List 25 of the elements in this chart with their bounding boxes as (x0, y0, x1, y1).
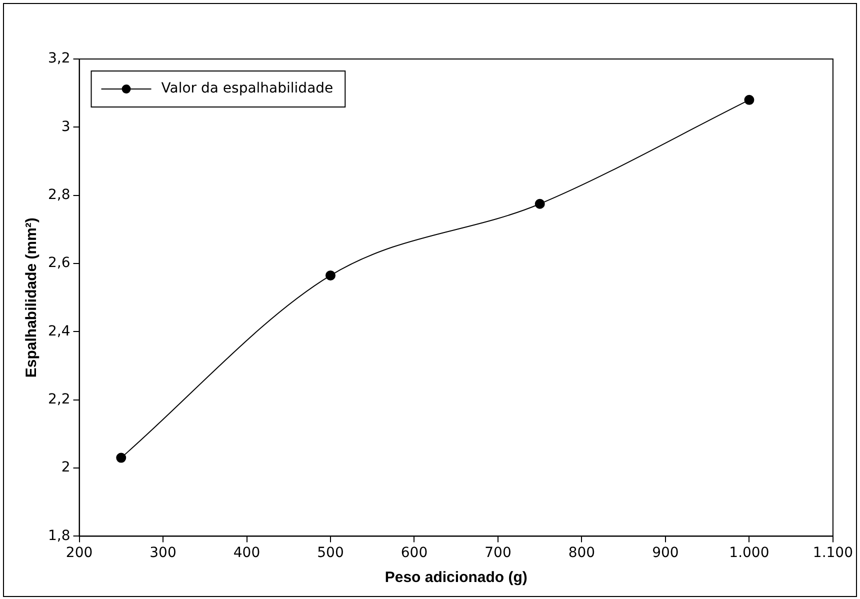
y-tick-label: 2 (61, 460, 70, 476)
point (325, 270, 336, 280)
x-tick-label: 900 (652, 545, 679, 562)
x-tick-label: 400 (233, 545, 260, 562)
x-tick-label: 1.000 (729, 545, 770, 562)
y-tick-label: 3,2 (48, 50, 70, 67)
y-tick-label: 2,2 (48, 392, 70, 408)
point (744, 94, 754, 105)
x-tick-label: 1.100 (812, 545, 854, 562)
point (116, 452, 126, 463)
x-tick-label: 300 (150, 545, 176, 562)
y-tick-label: 2,4 (48, 323, 70, 340)
x-tick-label: 800 (568, 545, 596, 562)
y-tick-label: 3 (61, 118, 70, 135)
y-tick-label: 1,8 (48, 528, 70, 544)
y-tick-label: 2,6 (48, 255, 70, 272)
x-axis-title: Peso adicionado (g) (384, 569, 528, 586)
x-tick-label: 700 (484, 545, 512, 562)
x-tick-label: 600 (400, 545, 428, 562)
x-tick-label: 200 (66, 545, 93, 562)
x-tick-label: 500 (317, 545, 344, 562)
y-axis-title: Espalhabilidade (mm²) (23, 218, 40, 378)
point (534, 198, 545, 209)
y-tick-label: 2,8 (48, 186, 70, 203)
legend-label: Valor da espalhabilidade (161, 80, 334, 97)
